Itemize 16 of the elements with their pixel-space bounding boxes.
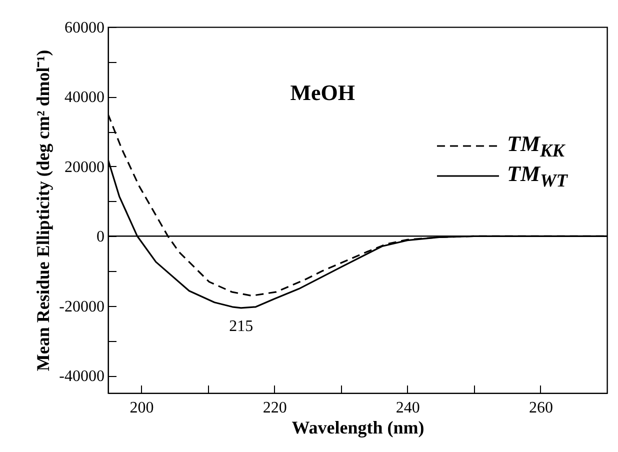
legend-label: TM$_{WT}$ — [507, 160, 568, 192]
x-tick-label: 220 — [262, 400, 287, 416]
x-tick-label: 260 — [528, 400, 553, 416]
x-tick-label: 200 — [130, 400, 154, 416]
y-tick-label: 20000 — [64, 158, 104, 176]
x-tick-label: 240 — [396, 400, 420, 416]
y-axis-title: Mean Residue Ellipticity (deg cm² dmol⁻¹) — [33, 50, 54, 372]
annotation: MeOH — [290, 80, 355, 105]
y-tick-label: 60000 — [64, 20, 104, 36]
y-tick-label: 40000 — [64, 89, 104, 106]
y-tick-label: -40000 — [59, 368, 104, 386]
x-axis-title: Wavelength (nm) — [292, 418, 424, 438]
y-tick-label: -20000 — [59, 298, 104, 316]
legend-label: TM$_{KK}$ — [507, 130, 564, 162]
annotation: 215 — [229, 318, 254, 335]
y-tick-label: 0 — [96, 228, 104, 246]
